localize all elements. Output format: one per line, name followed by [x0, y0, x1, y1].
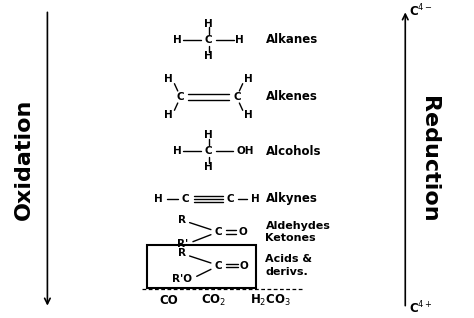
- Text: H: H: [164, 110, 173, 120]
- Text: Aldehydes
Ketones: Aldehydes Ketones: [265, 221, 330, 243]
- Text: CO$_2$: CO$_2$: [201, 293, 226, 308]
- Bar: [147, 245, 256, 288]
- Text: C$^{4+}$: C$^{4+}$: [409, 300, 433, 317]
- Text: H: H: [251, 194, 259, 204]
- Text: C$^{4-}$: C$^{4-}$: [409, 3, 433, 19]
- Text: R'O: R'O: [173, 274, 192, 284]
- Text: O: O: [238, 227, 247, 237]
- Text: O: O: [240, 260, 248, 271]
- Text: H: H: [204, 162, 213, 172]
- Text: H: H: [173, 146, 182, 156]
- Text: Alkynes: Alkynes: [265, 192, 317, 205]
- Text: OH: OH: [237, 146, 254, 156]
- Text: C: C: [205, 146, 212, 156]
- Text: H: H: [204, 51, 213, 61]
- Text: C: C: [181, 194, 189, 204]
- Text: R': R': [177, 239, 188, 249]
- Text: C: C: [226, 194, 234, 204]
- Text: Acids &
derivs.: Acids & derivs.: [265, 254, 312, 277]
- Text: H: H: [245, 74, 253, 84]
- Text: Alkenes: Alkenes: [265, 91, 317, 103]
- Text: H: H: [155, 194, 163, 204]
- Text: C: C: [214, 260, 222, 271]
- Text: Alcohols: Alcohols: [265, 145, 321, 157]
- Text: C: C: [176, 92, 184, 102]
- Text: C: C: [214, 227, 222, 237]
- Text: H: H: [245, 110, 253, 120]
- Text: C: C: [205, 35, 212, 45]
- Text: R: R: [179, 215, 186, 225]
- Text: Alkanes: Alkanes: [265, 33, 318, 46]
- Text: H: H: [204, 18, 213, 29]
- Text: H: H: [236, 35, 244, 45]
- Text: Oxidation: Oxidation: [14, 98, 34, 220]
- Text: CO: CO: [159, 294, 178, 307]
- Text: Reduction: Reduction: [419, 96, 439, 222]
- Text: C: C: [233, 92, 241, 102]
- Text: H: H: [173, 35, 182, 45]
- Text: R: R: [179, 248, 186, 259]
- Text: H$_2$CO$_3$: H$_2$CO$_3$: [250, 293, 291, 308]
- Text: H: H: [164, 74, 173, 84]
- Text: H: H: [204, 130, 213, 140]
